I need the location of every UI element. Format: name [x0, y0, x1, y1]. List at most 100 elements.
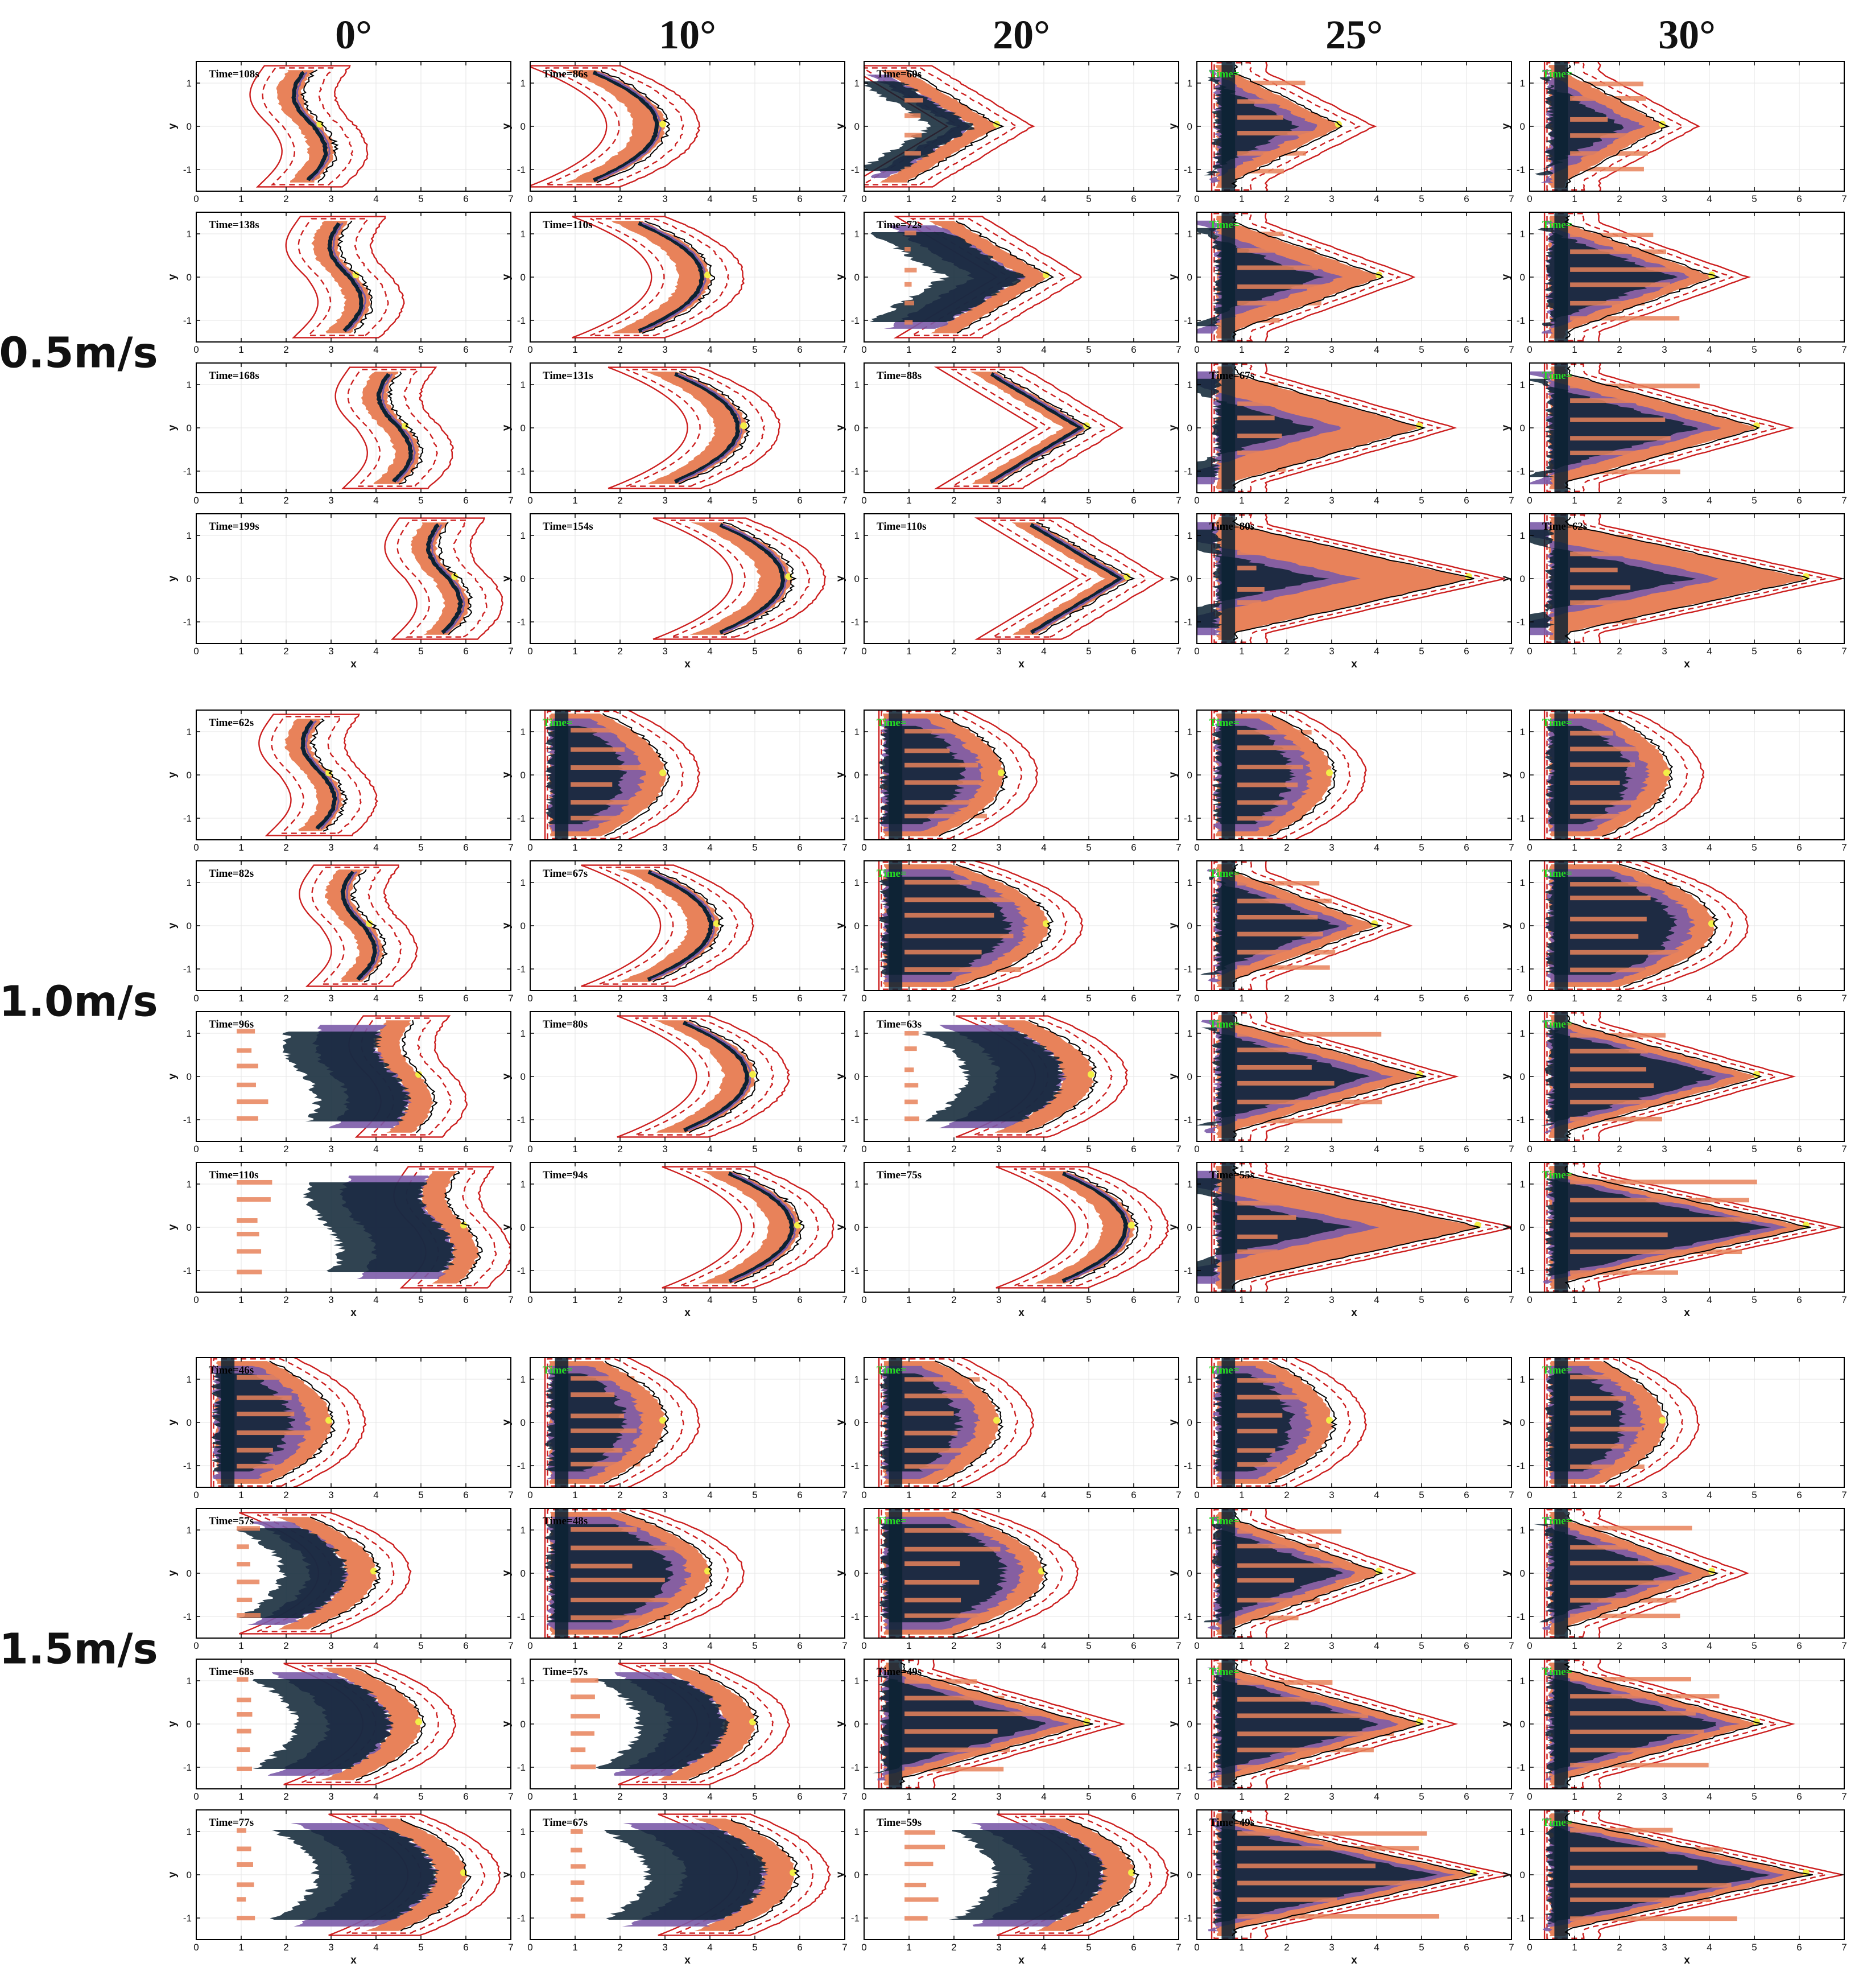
x-tick-label: 4 — [1041, 1640, 1046, 1651]
y-tick-label: 0 — [854, 574, 860, 584]
time-label: Time= — [1542, 1515, 1572, 1527]
red-contour-outer — [285, 216, 405, 339]
time-label: Time=88s — [877, 370, 922, 382]
streak — [1570, 1828, 1673, 1833]
black-contour — [1026, 1020, 1099, 1133]
inlet-band — [1554, 1810, 1568, 1940]
y-tick-label: 0 — [521, 423, 526, 434]
x-tick-label: 6 — [1796, 842, 1802, 853]
x-tick-label: 3 — [328, 993, 333, 1004]
streak — [904, 1767, 1004, 1772]
x-tick-label: 2 — [1617, 1144, 1622, 1154]
streak — [1570, 1426, 1642, 1432]
streak — [1570, 1033, 1666, 1038]
black-contour — [444, 1170, 483, 1284]
red-contour-dashed — [545, 67, 684, 185]
x-tick-label: 2 — [951, 193, 956, 204]
y-tick-label: 1 — [854, 1525, 860, 1536]
x-tick-label: 5 — [1086, 1640, 1091, 1651]
x-tick-label: 7 — [842, 842, 847, 853]
streak — [571, 1747, 586, 1752]
time-label: Time= — [1542, 68, 1572, 80]
x-tick-label: 4 — [1041, 1144, 1046, 1154]
x-tick-label: 0 — [193, 1144, 199, 1154]
x-tick-label: 5 — [418, 1144, 423, 1154]
contour-body — [1542, 1162, 1841, 1292]
y-tick-label: 1 — [521, 877, 526, 888]
inlet-band — [1554, 1162, 1568, 1292]
x-tick-label: 5 — [752, 1942, 757, 1953]
x-tick-label: 0 — [1194, 495, 1199, 506]
x-tick-label: 3 — [662, 842, 667, 853]
y-tick-label: 1 — [1520, 1525, 1525, 1536]
y-tick-label: -1 — [1184, 1611, 1192, 1622]
red-contour-dashed — [311, 867, 402, 985]
x-tick-label: 6 — [1131, 495, 1136, 506]
red-contour-outer — [878, 1659, 1126, 1789]
y-tick-label: -1 — [1517, 813, 1525, 824]
x-tick-label: 7 — [508, 193, 513, 204]
contour-tip-yellow — [1708, 920, 1715, 927]
x-tick-label: 5 — [1419, 1942, 1424, 1953]
y-axis-label: y — [501, 575, 513, 581]
contour-panel: 0 1 2 3 4 5 6 7 1 0 -1 y Time= — [835, 710, 1182, 853]
black-contour — [1231, 64, 1343, 188]
y-tick-label: 1 — [187, 877, 192, 888]
x-tick-label: 2 — [1617, 842, 1622, 853]
time-label: Time=62s — [209, 717, 254, 729]
contour-body — [1203, 1508, 1416, 1638]
streak — [1237, 415, 1275, 420]
contour-tip-yellow — [749, 1071, 757, 1078]
x-tick-label: 1 — [238, 646, 243, 657]
x-tick-label: 0 — [1194, 193, 1199, 204]
time-label: Time=67s — [543, 868, 588, 880]
contour-panel: 0 1 2 3 4 5 6 7 1 0 -1 y Time= — [1167, 212, 1514, 355]
x-tick-label: 4 — [373, 1294, 378, 1305]
contour-tip-yellow — [352, 271, 360, 279]
x-tick-label: 4 — [707, 193, 712, 204]
x-tick-label: 4 — [1707, 993, 1712, 1004]
time-label: Time=82s — [209, 868, 254, 880]
y-axis-label: y — [167, 772, 179, 778]
contour-body — [237, 1813, 501, 1936]
black-contour — [1619, 864, 1719, 988]
x-tick-label: 6 — [1796, 193, 1802, 204]
x-tick-label: 5 — [418, 1490, 423, 1500]
red-contour-outer — [1543, 1012, 1796, 1141]
x-tick-label: 3 — [1662, 1490, 1667, 1500]
streak — [1570, 436, 1671, 441]
x-tick-label: 7 — [1509, 344, 1514, 355]
streak — [1570, 551, 1653, 556]
contour-fill-main — [275, 1517, 377, 1630]
y-axis-label: y — [1167, 1570, 1179, 1576]
x-tick-label: 7 — [842, 1294, 847, 1305]
x-tick-label: 7 — [1509, 1144, 1514, 1154]
y-tick-label: 1 — [1520, 727, 1525, 737]
x-tick-label: 4 — [1041, 344, 1046, 355]
contour-panel: 0 1 2 3 4 5 6 7 1 0 -1 y x Time=110s — [835, 513, 1182, 670]
streak — [904, 1393, 982, 1399]
x-tick-label: 0 — [1194, 1791, 1199, 1802]
inlet-band — [1554, 1508, 1568, 1638]
contour-tip-yellow — [366, 920, 373, 927]
x-tick-label: 4 — [373, 495, 378, 506]
streak — [1237, 1731, 1394, 1737]
streak — [237, 1063, 258, 1069]
black-contour — [300, 69, 339, 183]
x-tick-label: 7 — [1509, 1942, 1514, 1953]
x-tick-label: 1 — [1572, 1791, 1577, 1802]
x-tick-label: 0 — [1527, 1490, 1532, 1500]
x-tick-label: 2 — [951, 495, 956, 506]
x-tick-label: 6 — [1131, 1144, 1136, 1154]
red-contour-outer — [1211, 1659, 1459, 1789]
streak — [1237, 587, 1265, 592]
x-tick-label: 3 — [1662, 993, 1667, 1004]
x-tick-label: 0 — [527, 1791, 532, 1802]
x-tick-label: 6 — [1796, 1490, 1802, 1500]
y-tick-label: 0 — [1520, 921, 1525, 931]
time-label: Time= — [1209, 717, 1240, 729]
inlet-band — [555, 710, 569, 840]
x-tick-label: 3 — [662, 495, 667, 506]
x-tick-label: 5 — [418, 993, 423, 1004]
contour-panel: 0 1 2 3 4 5 6 7 1 0 -1 y Time= — [1167, 61, 1514, 204]
